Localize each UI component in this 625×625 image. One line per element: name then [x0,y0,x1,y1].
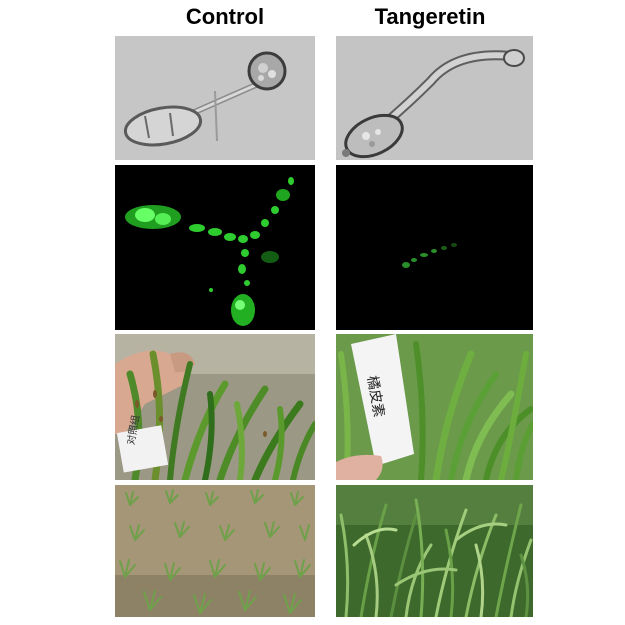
fluorescence-tangeretin-image [336,165,533,330]
column-title-control: Control [185,4,265,29]
panel-tangeretin-brightfield [336,36,533,160]
brightfield-control-image [115,36,315,160]
rice-leaves-tangeretin-image: 橘皮素 [336,334,533,480]
panel-control-fluorescence [115,165,315,330]
panel-tangeretin-fluorescence [336,165,533,330]
fluorescence-control-image [115,165,315,330]
panel-control-rice-leaves: 对照组 [115,334,315,480]
brightfield-tangeretin-image [336,36,533,160]
panel-tangeretin-field [336,485,533,617]
panel-tangeretin-rice-leaves: 橘皮素 [336,334,533,480]
panel-control-field [115,485,315,617]
rice-leaves-control-image: 对照组 [115,334,315,480]
label-tag-tangeretin-text: 橘皮素 [365,374,388,418]
panel-control-brightfield [115,36,315,160]
field-control-image [115,485,315,617]
column-title-tangeretin: Tangeretin [374,4,486,29]
field-tangeretin-image [336,485,533,617]
